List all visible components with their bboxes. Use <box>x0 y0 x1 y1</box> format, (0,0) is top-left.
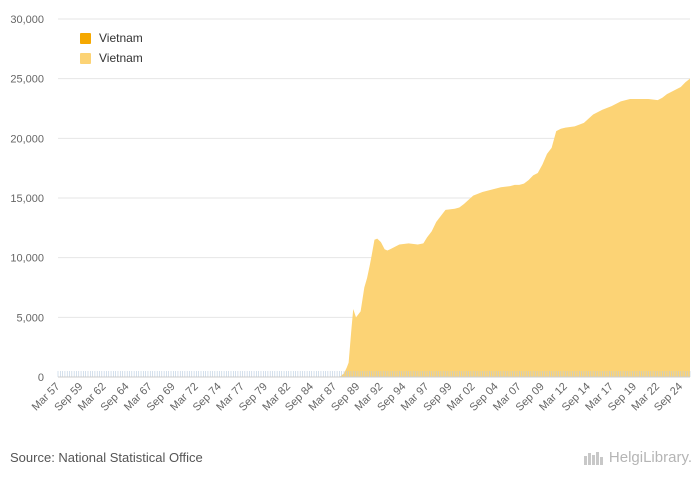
legend-item[interactable]: Vietnam <box>80 48 143 68</box>
y-tick-label: 30,000 <box>10 14 44 26</box>
y-tick-label: 15,000 <box>10 193 44 205</box>
x-axis-ticks <box>57 371 691 377</box>
y-tick-label: 25,000 <box>10 74 44 86</box>
legend-swatch-dark <box>80 32 91 44</box>
y-tick-label: 0 <box>38 372 44 384</box>
brand-logo[interactable]: HelgiLibrary. <box>583 449 692 466</box>
y-tick-label: 10,000 <box>10 253 44 265</box>
source-note: Source: National Statistical Office <box>10 450 203 465</box>
y-tick-label: 20,000 <box>10 133 44 145</box>
legend-swatch-light <box>80 52 91 64</box>
library-icon <box>583 451 603 465</box>
brand-name: HelgiLibrary. <box>608 449 692 466</box>
legend-label: Vietnam <box>99 31 143 45</box>
y-axis-labels: 0 5,000 10,000 15,000 20,000 25,000 30,000 <box>10 14 44 384</box>
legend-item[interactable]: Vietnam <box>80 28 143 48</box>
legend: Vietnam Vietnam <box>80 28 143 68</box>
y-tick-label: 5,000 <box>16 312 44 324</box>
area-series <box>58 78 690 378</box>
area-series-light <box>58 78 690 378</box>
legend-label: Vietnam <box>99 51 143 65</box>
